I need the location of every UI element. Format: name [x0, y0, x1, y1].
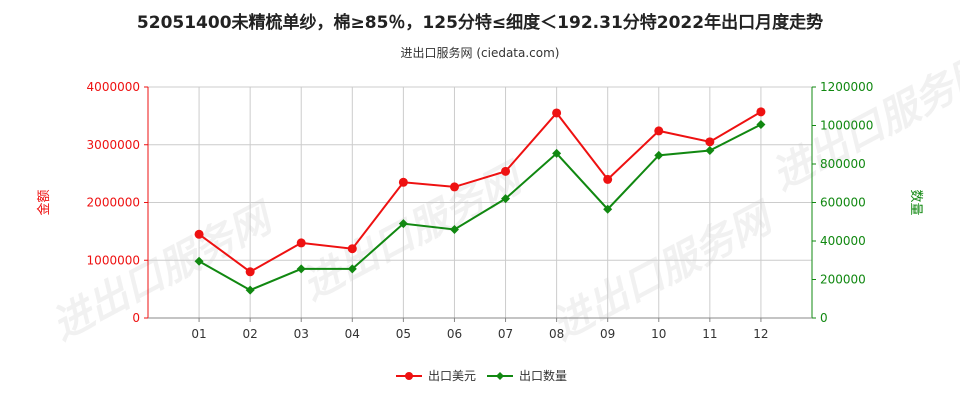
data-point-qty — [449, 224, 459, 234]
data-point-usd — [552, 108, 562, 118]
data-point-qty — [756, 120, 766, 130]
data-point-usd — [449, 182, 459, 192]
x-tick-label: 10 — [651, 327, 666, 341]
y-right-tick-label: 1200000 — [820, 80, 873, 94]
legend-label-qty: 出口数量 — [519, 368, 567, 383]
y-right-tick-label: 0 — [820, 311, 828, 325]
x-tick-label: 03 — [294, 327, 309, 341]
y-right-tick-label: 1000000 — [820, 119, 873, 133]
y-left-tick-label: 3000000 — [87, 138, 140, 152]
y-right-tick-label: 600000 — [820, 196, 866, 210]
data-point-qty — [603, 204, 613, 214]
y-right-tick-label: 400000 — [820, 234, 866, 248]
data-point-qty — [296, 264, 306, 274]
chart-title: 52051400未精梳单纱，棉≥85％，125分特≤细度＜192.31分特202… — [136, 13, 824, 33]
x-tick-label: 12 — [753, 327, 768, 341]
y-right-tick-label: 200000 — [820, 273, 866, 287]
data-point-usd — [501, 166, 511, 176]
x-tick-label: 06 — [447, 327, 462, 341]
data-point-usd — [398, 177, 408, 187]
y-right-axis-title: 数量 — [908, 189, 923, 215]
y-right-tick-label: 800000 — [820, 157, 866, 171]
data-point-usd — [245, 267, 255, 277]
series-line-usd — [198, 110, 762, 273]
x-tick-label: 11 — [702, 327, 717, 341]
data-point-qty — [705, 146, 715, 156]
data-point-usd — [347, 244, 357, 254]
series-line-qty — [198, 123, 762, 292]
data-point-qty — [501, 194, 511, 204]
data-point-usd — [654, 126, 664, 136]
y-left-tick-label: 2000000 — [87, 196, 140, 210]
x-tick-label: 04 — [345, 327, 360, 341]
legend-label-usd: 出口美元 — [428, 369, 476, 383]
x-tick-label: 09 — [600, 327, 615, 341]
legend-marker-qty — [496, 372, 504, 380]
y-left-tick-label: 4000000 — [87, 80, 140, 94]
data-point-qty — [654, 150, 664, 160]
y-left-axis-title: 金额 — [36, 189, 52, 215]
data-point-qty — [245, 285, 255, 295]
data-point-usd — [194, 229, 204, 239]
data-point-usd — [756, 107, 766, 117]
legend-marker-usd — [405, 372, 413, 380]
data-point-qty — [194, 256, 204, 266]
data-point-usd — [705, 137, 715, 147]
x-tick-label: 07 — [498, 327, 513, 341]
x-tick-label: 05 — [396, 327, 411, 341]
y-left-tick-label: 1000000 — [87, 253, 140, 267]
x-tick-label: 01 — [191, 327, 206, 341]
x-tick-label: 08 — [549, 327, 564, 341]
data-point-qty — [552, 148, 562, 158]
data-point-usd — [603, 174, 613, 184]
data-point-qty — [398, 219, 408, 229]
chart-subtitle: 进出口服务网 (ciedata.com) — [400, 46, 560, 60]
y-left-tick-label: 0 — [132, 311, 140, 325]
data-point-qty — [347, 264, 357, 274]
data-point-usd — [296, 238, 306, 248]
x-tick-label: 02 — [243, 327, 258, 341]
